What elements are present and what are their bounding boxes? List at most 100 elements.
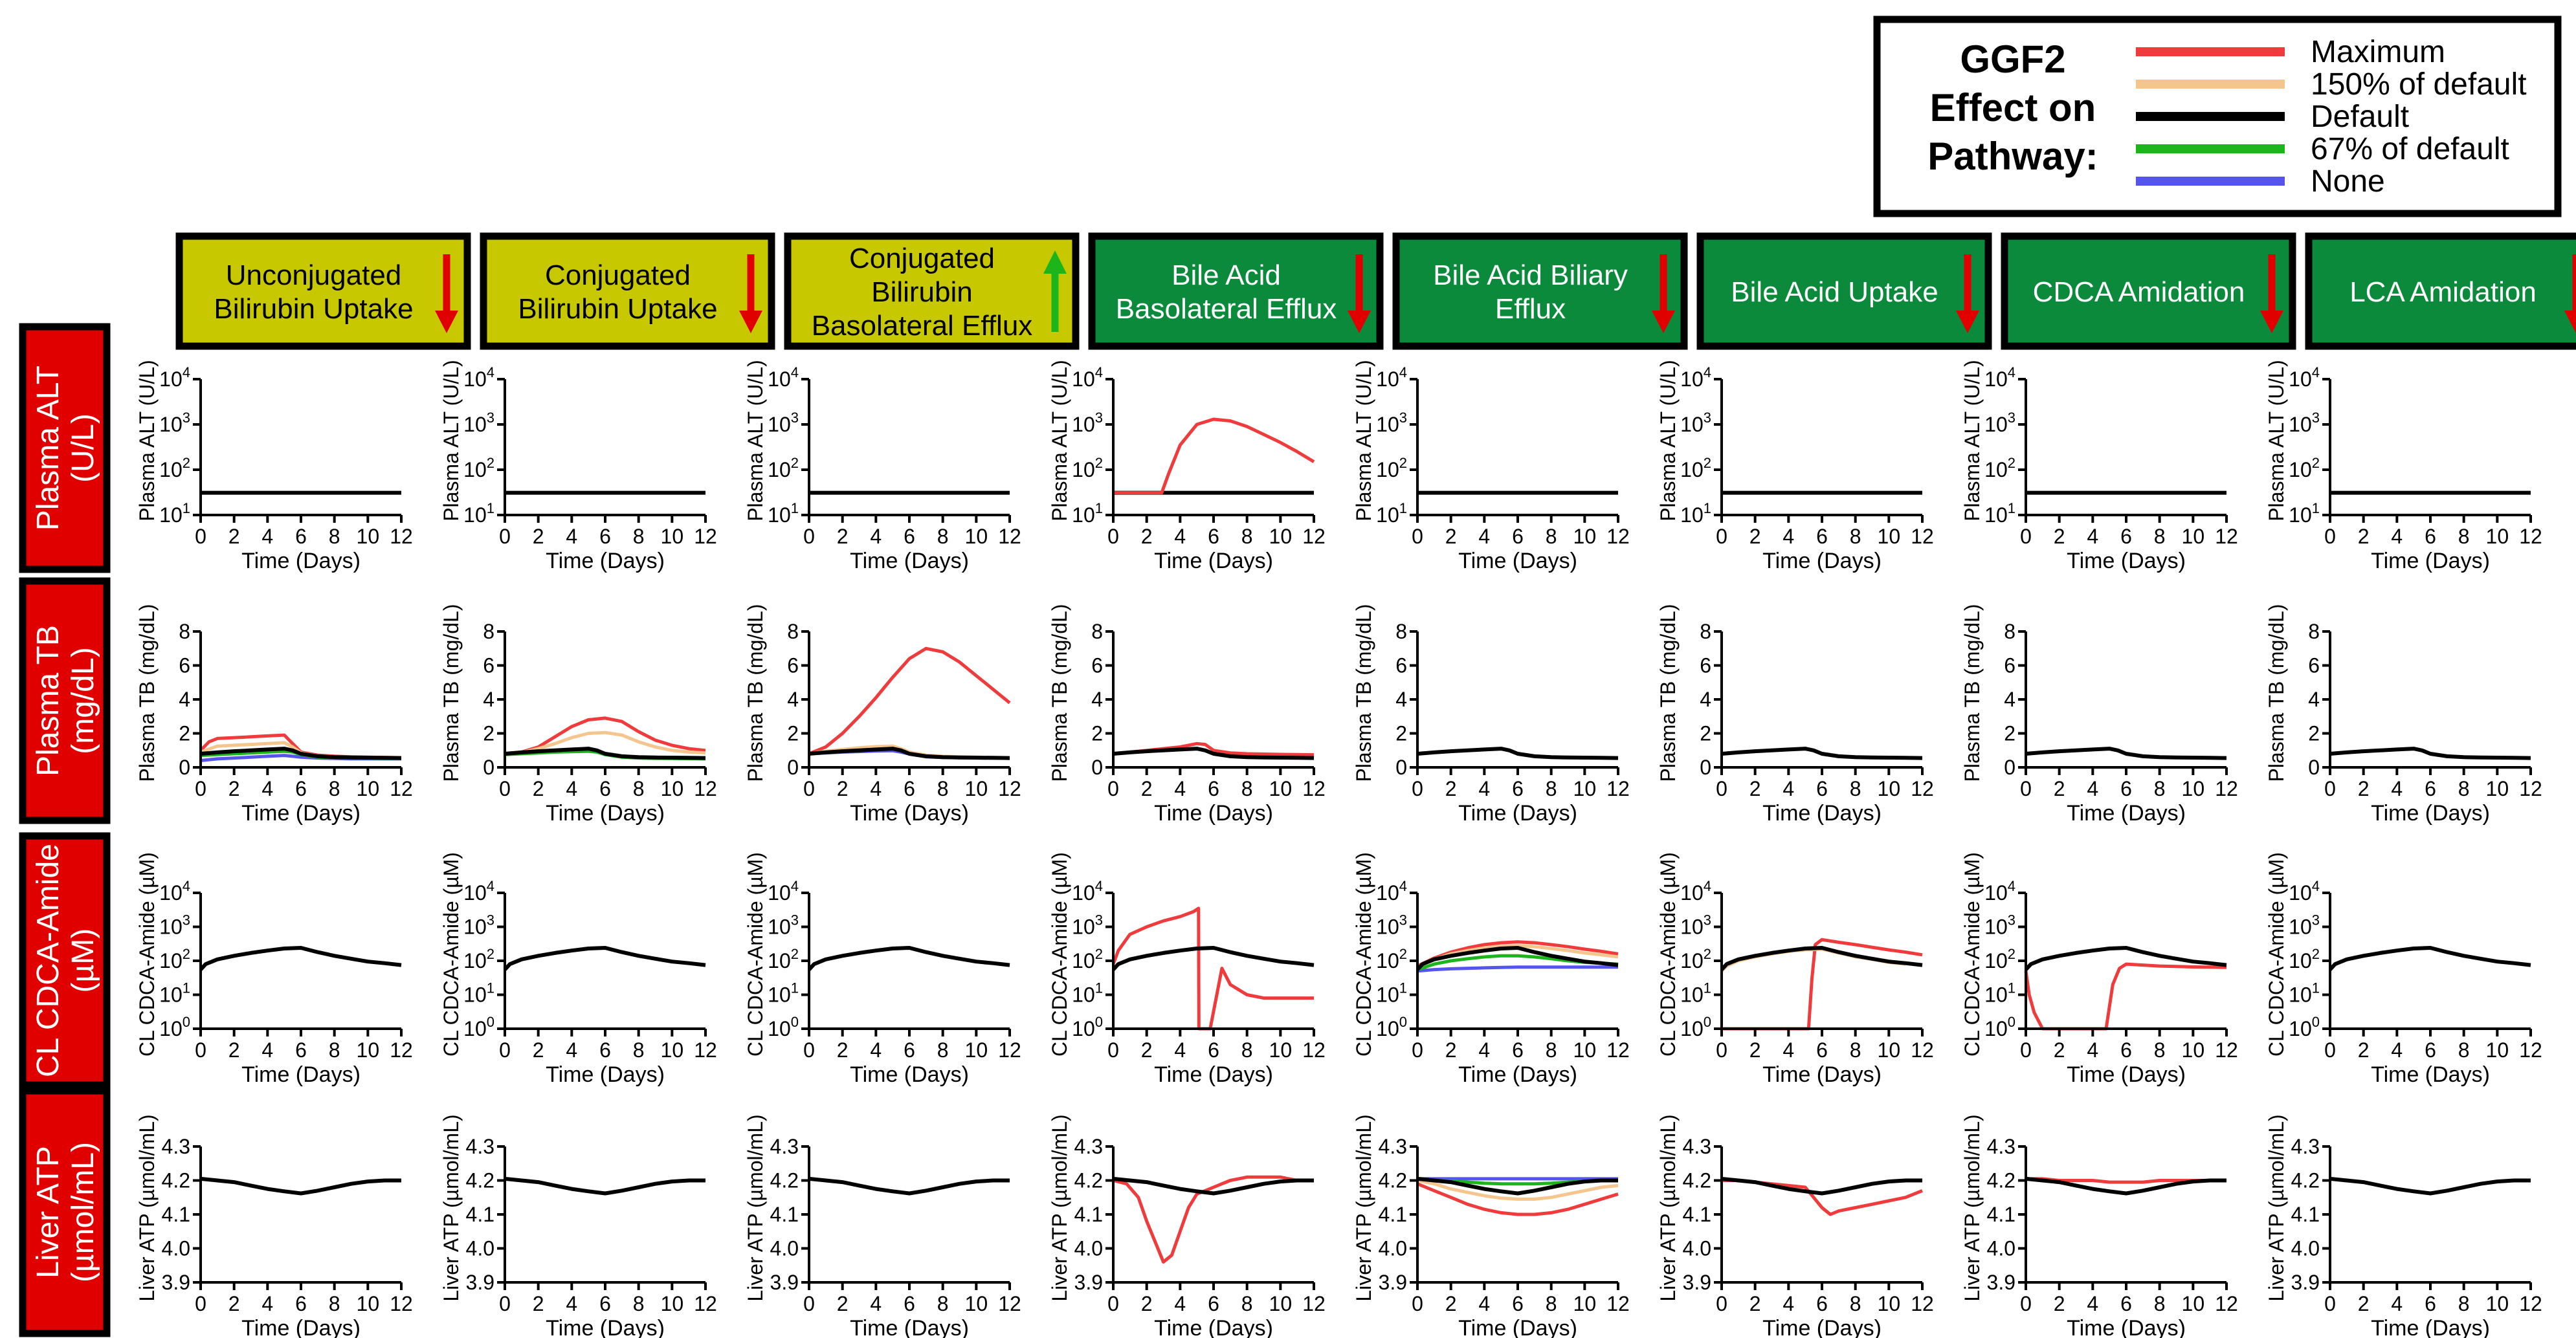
y-tick-base: 10 (1680, 367, 1704, 391)
row-header: Plasma ALT(U/L) (19, 323, 111, 573)
y-tick-exp: 4 (2312, 878, 2320, 894)
column-header-box (175, 232, 471, 350)
y-tick-base: 8 (787, 620, 799, 643)
arrow-down-icon-head (2260, 311, 2283, 333)
x-tick-label: 6 (904, 525, 915, 548)
panel: 0 2 4 6 8 10 12 Time (Days) 3.9 4.0 4.1 4.2 4.3Liver… (2265, 1114, 2542, 1338)
x-axis-label: Time (Days) (1458, 1316, 1577, 1338)
series-line-none (1417, 965, 1618, 973)
series-line-def (2329, 1176, 2531, 1196)
x-tick-label: 2 (533, 1038, 544, 1062)
y-tick-base: 4.1 (1074, 1203, 1103, 1226)
row-header-text: Liver ATP(µmol/mL) (31, 1142, 100, 1282)
y-tick-base: 10 (463, 1017, 487, 1040)
x-tick-label: 10 (1269, 777, 1293, 800)
x-tick-label: 10 (965, 1038, 988, 1062)
y-tick-base: 6 (787, 654, 799, 677)
y-tick-label: 4.2 (1379, 1169, 1407, 1192)
column-header-text: Basolateral Efflux (812, 310, 1033, 342)
x-tick-label: 4 (870, 525, 882, 548)
y-tick-label: 8 (483, 620, 494, 643)
y-tick-exp: 1 (2008, 500, 2015, 516)
x-tick-label: 8 (329, 525, 340, 548)
x-tick-label: 10 (1878, 525, 1901, 548)
y-tick-base: 10 (1072, 881, 1095, 905)
x-tick-label: 4 (1174, 777, 1186, 800)
column-header-text: Bilirubin Uptake (214, 293, 413, 325)
x-tick-label: 6 (295, 525, 307, 548)
x-tick-label: 8 (1546, 525, 1557, 548)
y-tick-base: 10 (1376, 413, 1399, 436)
y-axis-label: Plasma ALT (U/L) (439, 360, 463, 521)
x-tick-label: 12 (2215, 525, 2238, 548)
y-tick-base: 8 (1395, 620, 1407, 643)
series-line-def (1113, 747, 1315, 760)
x-tick-label: 4 (1478, 777, 1490, 800)
y-tick-label: 103 (1072, 912, 1103, 939)
x-tick-label: 10 (661, 777, 684, 800)
y-tick-label: 4.1 (770, 1203, 799, 1226)
y-tick-exp: 2 (487, 455, 494, 471)
series-line-max (1722, 938, 1923, 1031)
y-tick-exp: 4 (2008, 364, 2015, 380)
x-tick-label: 0 (803, 525, 815, 548)
y-axis-label: Plasma TB (mg/dL) (439, 604, 463, 782)
y-tick-base: 10 (1072, 367, 1095, 391)
row-header-line: (mg/dL) (66, 647, 100, 754)
y-tick-exp: 1 (1095, 980, 1103, 996)
x-tick-label: 6 (295, 1292, 307, 1315)
y-tick-label: 102 (1680, 455, 1711, 481)
x-axis-label: Time (Days) (1762, 801, 1882, 826)
y-tick-label: 103 (1376, 912, 1407, 939)
y-axis-label: CL CDCA-Amide (µM) (135, 852, 159, 1057)
x-tick-label: 2 (228, 777, 240, 800)
y-tick-label: 2 (179, 722, 190, 745)
y-tick-label: 101 (159, 980, 190, 1007)
column-header: CDCA Amidation (2001, 232, 2296, 350)
column-header-text: Conjugated (849, 243, 995, 274)
y-tick-label: 102 (159, 455, 190, 481)
series-line-max (1113, 417, 1315, 495)
y-tick-base: 4.3 (2291, 1135, 2320, 1158)
x-tick-label: 6 (599, 777, 611, 800)
x-tick-label: 12 (998, 525, 1021, 548)
x-tick-label: 10 (661, 1292, 684, 1315)
x-tick-label: 2 (1749, 525, 1761, 548)
y-tick-exp: 3 (1704, 912, 1711, 928)
x-axis-label: Time (Days) (1762, 1062, 1882, 1087)
x-tick-label: 0 (2020, 525, 2032, 548)
y-tick-base: 4.1 (1987, 1203, 2015, 1226)
x-tick-label: 0 (1107, 777, 1119, 800)
column-header-box (2001, 232, 2296, 350)
column-header-text: Bile Acid Uptake (1731, 276, 1938, 308)
x-tick-label: 0 (1716, 1292, 1727, 1315)
y-tick-label: 4.1 (1683, 1203, 1711, 1226)
y-tick-label: 4.3 (162, 1135, 190, 1158)
y-tick-exp: 2 (183, 946, 190, 962)
y-tick-label: 4.1 (162, 1203, 190, 1226)
y-tick-label: 102 (463, 455, 494, 481)
y-tick-exp: 1 (791, 500, 799, 516)
x-tick-label: 2 (837, 1038, 849, 1062)
x-tick-label: 8 (2458, 777, 2470, 800)
y-tick-exp: 2 (2312, 946, 2320, 962)
x-tick-label: 2 (2358, 777, 2370, 800)
y-axis-label: Liver ATP (µmol/mL) (744, 1114, 767, 1301)
y-tick-base: 10 (463, 458, 487, 481)
x-tick-label: 2 (2358, 1038, 2370, 1062)
x-axis-label: Time (Days) (546, 549, 665, 573)
series-line-def (2025, 747, 2227, 760)
y-tick-label: 0 (1091, 756, 1103, 779)
x-tick-label: 12 (1911, 1038, 1934, 1062)
x-tick-label: 10 (2486, 777, 2509, 800)
y-tick-label: 8 (2004, 620, 2015, 643)
y-tick-label: 104 (463, 878, 494, 905)
x-axis-label: Time (Days) (1762, 549, 1882, 573)
y-tick-label: 0 (2308, 756, 2320, 779)
x-axis-label: Time (Days) (1154, 1062, 1273, 1087)
x-tick-label: 4 (2391, 777, 2403, 800)
y-tick-label: 102 (768, 455, 799, 481)
y-tick-exp: 3 (1704, 410, 1711, 426)
